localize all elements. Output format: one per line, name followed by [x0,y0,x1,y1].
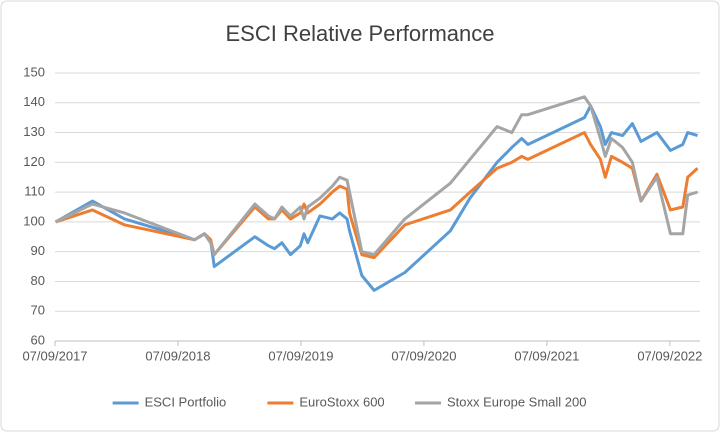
y-tick-label: 120 [23,154,45,169]
y-tick-label: 90 [31,243,45,258]
y-tick-label: 140 [23,94,45,109]
chart-title: ESCI Relative Performance [226,21,495,46]
series-line [55,131,699,260]
legend-label: ESCI Portfolio [145,394,227,409]
x-tick-label: 07/09/2018 [145,348,210,363]
y-tick-label: 100 [23,213,45,228]
y-tick-label: 130 [23,124,45,139]
x-tick-label: 07/09/2017 [22,348,87,363]
x-tick-label: 07/09/2020 [391,348,456,363]
legend-label: EuroStoxx 600 [299,394,384,409]
y-tick-label: 80 [31,273,45,288]
y-tick-label: 60 [31,332,45,347]
series-line [54,95,698,257]
series-line [54,104,698,292]
x-tick-label: 07/09/2021 [514,348,579,363]
legend-label: Stoxx Europe Small 200 [447,394,586,409]
y-tick-label: 150 [23,64,45,79]
x-tick-label: 07/09/2022 [637,348,702,363]
x-tick-label: 07/09/2019 [268,348,333,363]
y-tick-label: 70 [31,303,45,318]
y-tick-label: 110 [24,184,45,199]
